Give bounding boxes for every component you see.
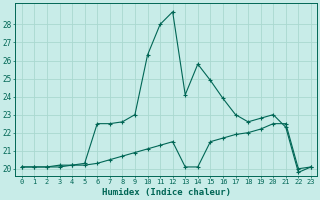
X-axis label: Humidex (Indice chaleur): Humidex (Indice chaleur) [102, 188, 231, 197]
